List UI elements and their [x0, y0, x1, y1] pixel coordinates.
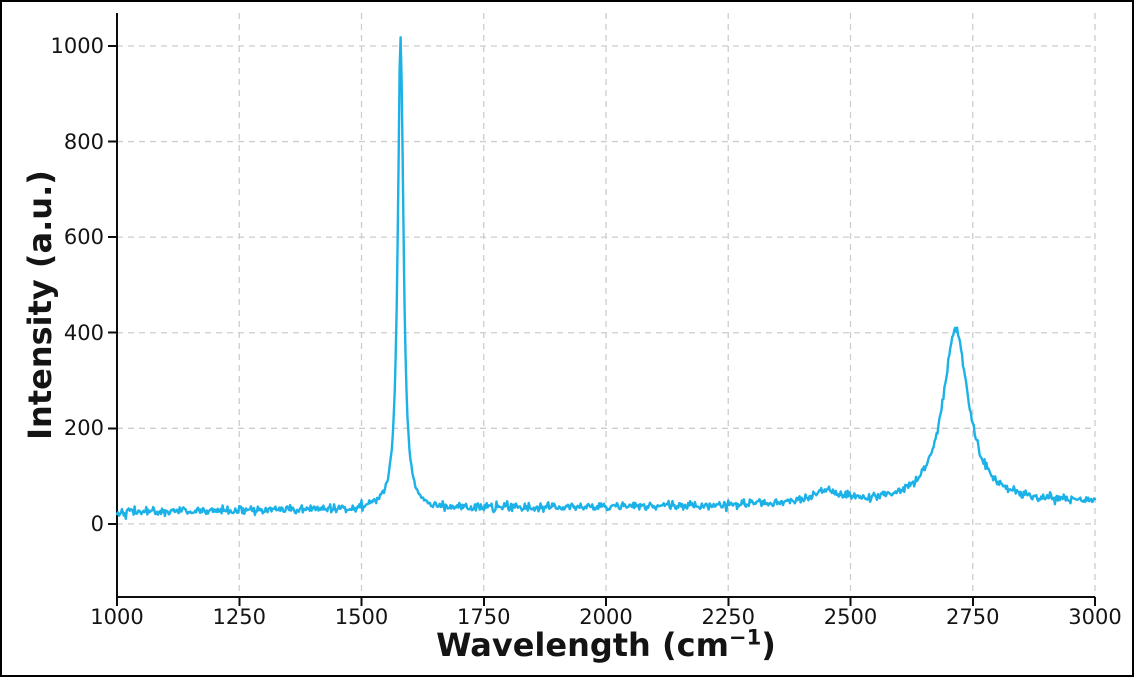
x-tick-label: 1000 — [90, 605, 144, 629]
y-tick-label: 600 — [63, 225, 104, 250]
x-tick-label: 3000 — [1068, 605, 1122, 629]
y-axis-label: Intensity (a.u.) — [21, 170, 59, 440]
y-tick-label: 200 — [63, 416, 104, 441]
x-tick-label: 2250 — [701, 605, 755, 629]
x-axis-label-prefix: Wavelength (cm — [436, 626, 729, 664]
tick-layer — [108, 44, 1096, 606]
y-tick-label: 1000 — [50, 33, 104, 58]
x-axis-label-superscript: −1 — [728, 624, 762, 650]
x-tick-label: 1750 — [457, 605, 511, 629]
x-tick-label: 2000 — [579, 605, 633, 629]
x-tick-label: 1250 — [212, 605, 266, 629]
grid-layer — [116, 13, 1096, 597]
y-tick-label: 0 — [90, 511, 104, 536]
x-axis-label-suffix: ) — [761, 626, 776, 664]
y-tick-label: 800 — [63, 129, 104, 154]
x-tick-label: 2500 — [823, 605, 878, 629]
spectrum-line — [115, 36, 1097, 520]
x-tick-label: 1500 — [334, 605, 389, 629]
x-tick-label: 2750 — [946, 605, 1000, 629]
series-layer — [115, 36, 1097, 520]
spine-layer — [116, 13, 1095, 598]
x-axis-label: Wavelength (cm−1) — [436, 626, 776, 664]
y-tick-label: 400 — [63, 320, 104, 345]
